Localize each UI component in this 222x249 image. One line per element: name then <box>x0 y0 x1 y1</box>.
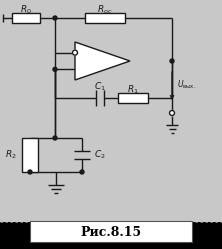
Circle shape <box>80 170 84 174</box>
Text: $R_{oc}$: $R_{oc}$ <box>97 4 113 16</box>
Circle shape <box>53 136 57 140</box>
Circle shape <box>28 170 32 174</box>
Circle shape <box>53 67 57 71</box>
Text: $C_1$: $C_1$ <box>94 81 106 93</box>
Circle shape <box>170 59 174 63</box>
Bar <box>118 93 148 103</box>
Text: Рис.8.15: Рис.8.15 <box>80 226 142 239</box>
Bar <box>22 138 38 172</box>
Text: $R_1$: $R_1$ <box>127 84 139 96</box>
Bar <box>12 13 40 23</box>
Text: $R_2$: $R_2$ <box>5 149 17 161</box>
Polygon shape <box>75 42 130 80</box>
Bar <box>85 13 125 23</box>
Circle shape <box>73 50 77 55</box>
Text: $R_0$: $R_0$ <box>20 4 32 16</box>
Circle shape <box>170 111 174 116</box>
Circle shape <box>53 16 57 20</box>
Text: $U_{\rm вых.}$: $U_{\rm вых.}$ <box>177 79 196 91</box>
Bar <box>0 222 222 249</box>
Bar <box>30 221 192 242</box>
Text: $C_2$: $C_2$ <box>94 149 106 161</box>
